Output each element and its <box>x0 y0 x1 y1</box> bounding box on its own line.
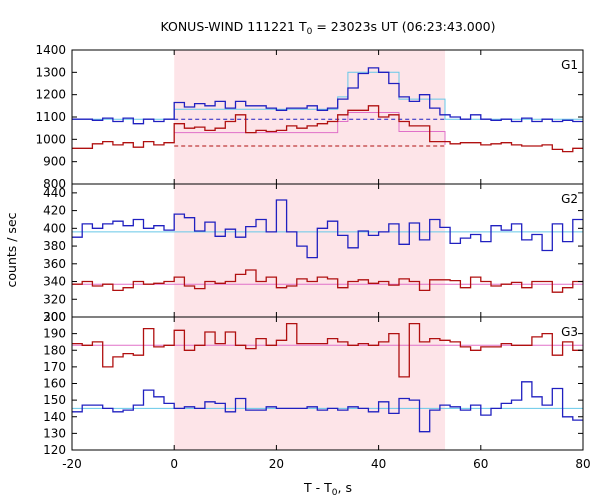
y-tick-label: 300 <box>43 310 66 324</box>
panel-g2: 300 320 340 360 380 400 420 440 G2 <box>43 183 584 324</box>
y-tick-label: 180 <box>43 343 66 357</box>
shaded-interval <box>174 50 446 450</box>
series-red <box>72 269 583 293</box>
y-tick-label: 1000 <box>35 132 66 146</box>
y-tick-label: 190 <box>43 327 66 341</box>
panel-g3: 120 130 140 150 160 170 180 190 200 G3 <box>43 310 584 457</box>
y-tick-label: 400 <box>43 221 66 235</box>
y-tick-label: 200 <box>43 310 66 324</box>
panel-label: G1 <box>561 58 578 72</box>
y-tick-label: 1400 <box>35 43 66 57</box>
plot-area: 80090010001100120013001400G1300320340360… <box>35 43 590 471</box>
x-tick-label: -20 <box>62 457 82 471</box>
y-tick-label: 380 <box>43 239 66 253</box>
series-blue <box>72 381 583 433</box>
y-tick-label: 1300 <box>35 65 66 79</box>
x-axis-label: T - T0, s <box>303 480 352 498</box>
x-tick-label: 60 <box>473 457 488 471</box>
y-tick-label: 150 <box>43 393 66 407</box>
series-blue <box>72 199 583 259</box>
x-tick-label: 80 <box>575 457 590 471</box>
series-red <box>72 322 583 378</box>
y-tick-label: 130 <box>43 426 66 440</box>
y-tick-label: 1100 <box>35 110 66 124</box>
y-tick-label: 160 <box>43 377 66 391</box>
panel-label: G2 <box>561 192 578 206</box>
panel-label: G3 <box>561 325 578 339</box>
y-tick-label: 440 <box>43 186 66 200</box>
y-axis-label: counts / sec <box>4 212 19 287</box>
series-blue <box>72 67 583 125</box>
chart-title: KONUS-WIND 111221 T0 = 23023s UT (06:23:… <box>160 19 495 37</box>
y-tick-label: 1200 <box>35 88 66 102</box>
y-tick-label: 340 <box>43 275 66 289</box>
x-tick-label: 40 <box>371 457 386 471</box>
y-tick-label: 320 <box>43 292 66 306</box>
x-tick-label: 0 <box>170 457 178 471</box>
y-tick-label: 120 <box>43 443 66 457</box>
y-tick-label: 140 <box>43 410 66 424</box>
series-red <box>72 105 583 153</box>
y-tick-label: 360 <box>43 257 66 271</box>
panel-frame <box>71 316 584 451</box>
y-tick-label: 170 <box>43 360 66 374</box>
x-tick-label: 20 <box>269 457 284 471</box>
y-tick-label: 800 <box>43 177 66 191</box>
y-tick-label: 900 <box>43 155 66 169</box>
y-tick-label: 420 <box>43 204 66 218</box>
